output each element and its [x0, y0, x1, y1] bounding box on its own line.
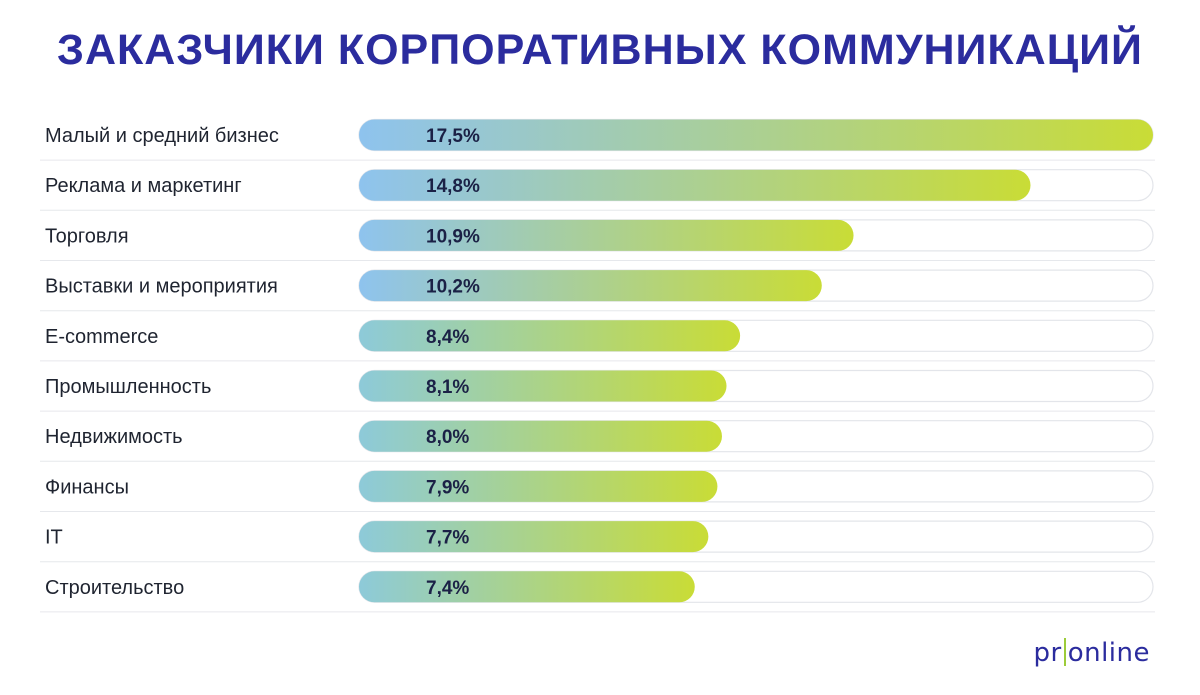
bar-row: Недвижимость 8,0% [40, 420, 1155, 462]
bar [359, 420, 722, 452]
category-label: Выставки и мероприятия [45, 276, 278, 298]
value-label: 8,1% [426, 377, 469, 398]
pronline-logo: pr online [1033, 638, 1150, 668]
logo-separator [1063, 638, 1066, 666]
value-label: 8,4% [426, 327, 469, 348]
bar [359, 119, 1153, 151]
bar [359, 571, 695, 603]
value-label: 17,5% [426, 126, 480, 147]
category-label: Недвижимость [45, 426, 183, 448]
value-label: 10,9% [426, 226, 480, 247]
bar-row: Строительство 7,4% [40, 570, 1155, 613]
bar-row: Торговля 10,9% [40, 219, 1155, 261]
category-label: Промышленность [45, 376, 211, 398]
bar [359, 219, 854, 251]
logo-text-left: pr [1033, 638, 1062, 668]
bar-row: Промышленность 8,1% [40, 369, 1155, 412]
chart-title: ЗАКАЗЧИКИ КОРПОРАТИВНЫХ КОММУНИКАЦИЙ [57, 26, 1143, 74]
category-label: Строительство [45, 577, 184, 599]
category-label: Реклама и маркетинг [45, 175, 242, 197]
category-label: IT [45, 527, 63, 549]
bar-row: Финансы 7,9% [40, 470, 1155, 512]
value-label: 8,0% [426, 427, 469, 448]
category-label: Финансы [45, 476, 129, 498]
bar [359, 169, 1031, 201]
bar-row: E-commerce 8,4% [40, 319, 1155, 362]
value-label: 14,8% [426, 176, 480, 197]
category-label: E-commerce [45, 326, 158, 348]
bar [359, 370, 727, 402]
bar [359, 320, 741, 352]
value-label: 7,4% [426, 578, 469, 599]
bar [359, 521, 709, 553]
bar-row: Малый и средний бизнес 17,5% [40, 118, 1155, 161]
value-label: 10,2% [426, 277, 480, 298]
bar-row: Реклама и маркетинг 14,8% [40, 169, 1155, 211]
bar-row: IT 7,7% [40, 520, 1155, 563]
bar-row: Выставки и мероприятия 10,2% [40, 269, 1155, 312]
bar [359, 270, 822, 302]
value-label: 7,9% [426, 477, 469, 498]
bar [359, 470, 718, 502]
value-label: 7,7% [426, 528, 469, 549]
category-label: Торговля [45, 225, 129, 247]
category-label: Малый и средний бизнес [45, 125, 279, 147]
logo-text-right: online [1067, 638, 1150, 668]
